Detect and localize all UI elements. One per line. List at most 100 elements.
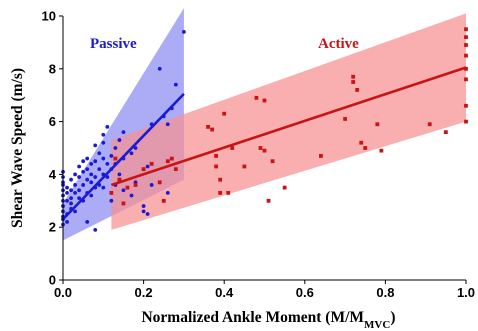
y-tick-label: 6	[49, 114, 56, 129]
passive-point	[93, 143, 98, 148]
passive-point	[141, 204, 146, 208]
passive-point	[117, 172, 122, 177]
active-point	[173, 167, 178, 172]
active-point	[125, 185, 130, 190]
active-point	[351, 74, 356, 79]
passive-point	[81, 169, 86, 174]
active-point	[427, 122, 432, 127]
passive-point	[89, 161, 94, 166]
active-point	[464, 77, 468, 82]
passive-point	[89, 180, 94, 185]
passive-point	[77, 196, 82, 201]
passive-point	[173, 82, 178, 87]
passive-point	[93, 175, 98, 179]
passive-point	[85, 167, 90, 172]
passive-point	[101, 185, 106, 190]
x-tick-label: 0.4	[215, 285, 234, 300]
active-point	[218, 190, 223, 195]
passive-point	[101, 156, 106, 161]
passive-point	[109, 154, 114, 158]
series-labels: Passive Active	[90, 36, 359, 52]
active-point	[214, 154, 219, 158]
passive-point	[97, 151, 102, 156]
passive-point	[129, 151, 134, 156]
passive-point	[101, 132, 106, 137]
passive-label: Passive	[90, 36, 137, 52]
active-point	[210, 127, 215, 132]
active-point	[149, 161, 154, 166]
passive-point	[97, 167, 102, 172]
passive-point	[65, 198, 69, 203]
passive-point	[157, 66, 162, 71]
passive-point	[73, 190, 77, 195]
y-tick-label: 4	[49, 167, 57, 182]
passive-point	[89, 193, 94, 198]
passive-point	[145, 164, 150, 169]
passive-point	[117, 138, 122, 142]
active-point	[222, 111, 227, 116]
active-point	[133, 183, 138, 187]
passive-point	[121, 130, 126, 135]
passive-point	[69, 196, 73, 201]
active-point	[141, 167, 146, 172]
active-point	[464, 35, 468, 40]
active-point	[226, 190, 231, 195]
active-point	[359, 140, 364, 145]
active-point	[355, 88, 360, 92]
active-point	[109, 190, 114, 195]
active-label: Active	[318, 36, 359, 52]
x-tick-label: 0.2	[135, 285, 153, 300]
passive-point	[101, 140, 106, 145]
passive-point	[85, 220, 90, 224]
passive-point	[133, 146, 138, 150]
active-point	[242, 164, 247, 169]
active-point	[214, 164, 219, 169]
y-tick-label: 8	[49, 61, 56, 76]
passive-point	[145, 212, 150, 216]
passive-point	[81, 159, 86, 164]
passive-point	[93, 159, 98, 164]
y-tick-label: 0	[49, 273, 56, 288]
active-point	[351, 80, 356, 84]
active-point	[165, 159, 170, 164]
x-tick-label: 0.8	[376, 285, 394, 300]
passive-point	[141, 209, 146, 214]
passive-point	[65, 190, 69, 195]
active-point	[464, 53, 468, 58]
active-point	[343, 117, 347, 121]
active-point	[117, 177, 122, 182]
passive-point	[85, 156, 90, 161]
active-point	[157, 180, 162, 185]
passive-point	[77, 175, 82, 179]
passive-point	[73, 209, 77, 214]
passive-point	[149, 183, 154, 187]
active-point	[319, 154, 323, 158]
active-point	[206, 124, 210, 129]
passive-point	[85, 177, 90, 182]
x-axis-title-subscript: MVC	[364, 319, 390, 331]
x-tick-label: 0.0	[54, 285, 72, 300]
passive-point	[165, 122, 170, 127]
active-point	[230, 146, 235, 150]
passive-point	[121, 188, 126, 193]
x-axis-title-end: )	[390, 309, 395, 326]
active-point	[464, 43, 468, 47]
passive-point	[105, 161, 110, 166]
passive-point	[109, 198, 114, 203]
passive-point	[69, 177, 73, 182]
passive-point	[65, 220, 69, 224]
active-point	[443, 130, 448, 135]
x-axis-title: Normalized Ankle Moment (M/MMVC)	[141, 309, 395, 331]
y-tick-label: 2	[49, 220, 56, 235]
active-point	[270, 159, 275, 164]
active-point	[161, 198, 166, 203]
y-tick-label: 10	[42, 9, 56, 24]
passive-point	[69, 188, 73, 193]
active-point	[169, 156, 174, 161]
active-point	[375, 122, 380, 127]
active-point	[363, 146, 368, 150]
x-axis-title-main: Normalized Ankle Moment (M/M	[141, 309, 364, 326]
active-point	[464, 27, 468, 32]
active-point	[258, 146, 263, 150]
